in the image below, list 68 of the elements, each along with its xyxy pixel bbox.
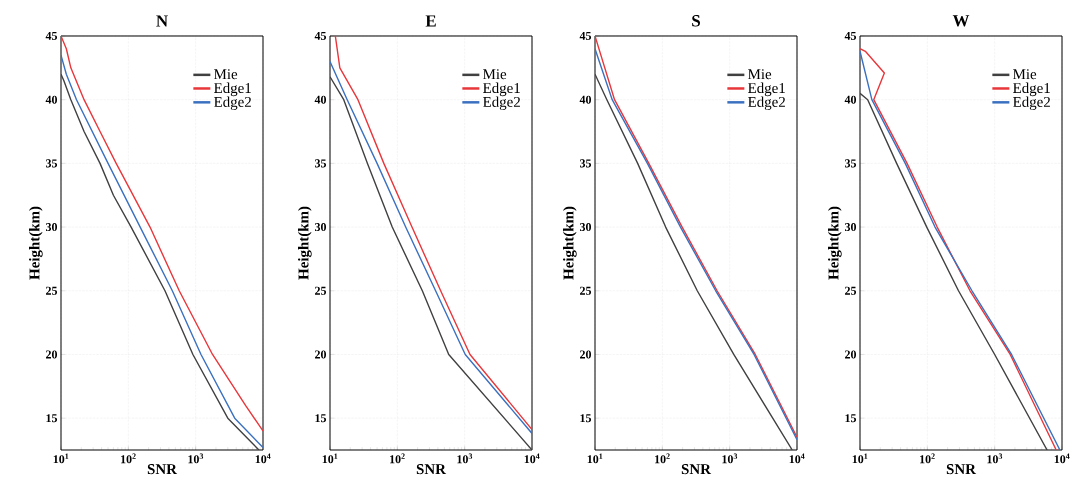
x-tick-label: 10$^{3}$ [722,453,738,464]
y-tick-label: 15 [580,414,592,423]
x-axis-title: SNR [681,464,712,475]
y-tick-label: 15 [46,414,58,423]
y-tick-label: 15 [315,414,327,423]
chart-title: S [692,15,700,27]
y-tick-label: 20 [46,350,58,359]
x-tick-label: 10$^{4}$ [1054,453,1070,464]
x-tick-label: 10$^{4}$ [255,453,271,464]
x-tick-label: 10$^{4}$ [524,453,540,464]
y-tick-label: 40 [314,95,327,104]
y-tick-label: 20 [845,350,857,359]
y-tick-label: 30 [579,223,592,232]
legend-label: Edge1 [1013,82,1050,97]
y-axis-title: Height(km) [828,206,842,280]
y-tick-label: 25 [580,286,592,295]
y-tick-label: 40 [844,95,857,104]
y-tick-label: 40 [579,95,592,104]
y-tick-label: 35 [579,159,592,168]
legend-label: Edge1 [214,82,251,97]
x-tick-label: 10$^{4}$ [789,453,805,464]
y-tick-label: 25 [315,286,327,295]
x-tick-label: 10$^{1}$ [587,453,603,464]
y-axis-title: Height(km) [29,206,43,280]
legend-label: Edge2 [1013,96,1050,110]
x-tick-label: 10$^{2}$ [920,453,935,464]
x-tick-label: 10$^{2}$ [655,453,670,464]
x-tick-label: 10$^{1}$ [322,453,338,464]
x-tick-label: 10$^{1}$ [852,453,868,464]
legend-label: Mie [1013,69,1037,80]
x-tick-label: 10$^{3}$ [457,453,473,464]
legend-label: Mie [748,69,772,80]
y-tick-label: 25 [46,286,58,295]
x-tick-label: 10$^{2}$ [390,453,405,464]
y-tick-label: 25 [845,286,857,295]
y-tick-label: 40 [45,95,58,104]
y-tick-label: 30 [45,223,58,232]
chart-title: N [156,15,168,27]
y-tick-label: 20 [580,350,592,359]
y-tick-label: 35 [844,159,857,168]
y-axis-title: Height(km) [298,206,312,280]
legend-label: Edge1 [483,82,520,97]
legend-label: Edge2 [483,96,520,110]
legend-label: Edge1 [748,82,785,97]
y-tick-label: 35 [45,159,58,168]
y-tick-label: 30 [314,223,327,232]
legend-label: Mie [214,69,238,80]
legend-label: Mie [483,69,507,80]
y-tick-label: 15 [845,414,857,423]
x-tick-label: 10$^{3}$ [188,453,204,464]
x-tick-label: 10$^{1}$ [53,453,69,464]
x-tick-label: 10$^{2}$ [121,453,136,464]
y-axis-title: Height(km) [563,206,577,280]
y-tick-label: 35 [314,159,327,168]
y-tick-label: 20 [315,350,327,359]
y-tick-label: 45 [579,31,592,40]
y-tick-label: 45 [314,31,327,40]
x-axis-title: SNR [416,464,447,475]
y-tick-label: 30 [844,223,857,232]
legend-label: Edge2 [748,96,785,110]
y-tick-label: 45 [844,31,857,40]
chart-title: E [425,15,436,27]
x-axis-title: SNR [946,464,977,475]
chart-title: W [952,15,970,27]
y-tick-label: 45 [45,31,58,40]
x-axis-title: SNR [147,464,178,475]
x-tick-label: 10$^{3}$ [987,453,1003,464]
legend-label: Edge2 [214,96,251,110]
